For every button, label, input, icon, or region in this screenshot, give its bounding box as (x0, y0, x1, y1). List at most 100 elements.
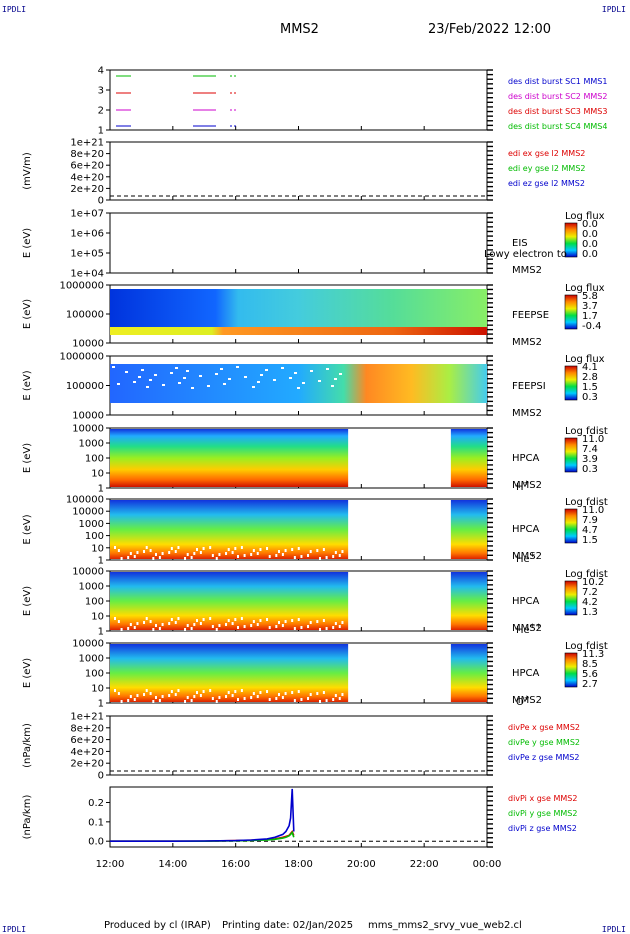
feepsi-gap (215, 373, 218, 375)
hpca_hepp-gap (300, 626, 303, 629)
hpca_o-gap (168, 694, 171, 697)
hpca_he-gap (281, 553, 284, 556)
hpca_hepp-gap (332, 626, 335, 629)
edi-legend-item: edi ey gse l2 MMS2 (508, 164, 586, 173)
hpca_hepp-gap (259, 619, 262, 622)
hpca_hepp-gap (168, 622, 171, 625)
feepsi-gap (318, 380, 321, 382)
feepsi-gap (162, 384, 165, 386)
hpca_o-colorbar-tick: 11.3 (582, 649, 604, 660)
feepsi-gap (281, 367, 284, 369)
hpca_he-gap (234, 547, 237, 550)
feepse-ytick-label: 100000 (66, 310, 104, 321)
hpca_he-gap (243, 554, 246, 557)
hpca_he-gap (117, 549, 120, 552)
time-tick-label: 14:00 (158, 859, 187, 870)
hpca_o-gap (266, 690, 269, 693)
eis-frame (109, 212, 488, 274)
hpca_he-gap (225, 552, 228, 555)
divpe-frame (109, 715, 488, 776)
hpca_he-gap (168, 551, 171, 554)
hpca_he-gap (284, 549, 287, 552)
hpca_o-gap (319, 700, 321, 703)
time-tick-label: 12:00 (96, 859, 125, 870)
hpca_he-gap (237, 555, 239, 558)
hpca_he-gap (177, 546, 180, 549)
hpca_o-gap (293, 699, 296, 702)
feepsi-colorbar-title: Log flux (565, 354, 605, 365)
hpca_o-gap (300, 698, 303, 701)
hpca_h-side-label: MMS2 (512, 480, 542, 491)
hpca_o-gap (215, 700, 218, 703)
feepsi-gap (273, 379, 276, 381)
hpca_o-side-label: MMS2 (512, 695, 542, 706)
eis-colorbar (564, 222, 578, 258)
hpca_hepp-colorbar-tick: 4.2 (582, 597, 598, 608)
hpca_hepp-gap (234, 618, 237, 621)
burst-ytick-label: 3 (98, 86, 104, 97)
hpca_he-gap (250, 553, 253, 556)
burst-legend-item: des dist burst SC3 MMS3 (508, 107, 607, 116)
feepsi-gap (186, 370, 189, 372)
hpca_h-spectrogram-b (450, 429, 487, 487)
hpca_o-gap (341, 693, 344, 696)
hpca_o-gap (202, 690, 205, 693)
hpca_o-gap (227, 691, 230, 694)
hpca_he-gap (227, 548, 230, 551)
hpca_hepp-colorbar-title: Log fdist (565, 569, 608, 580)
hpca_o-ytick-label: 1 (98, 699, 104, 710)
eis-panel: 1e+04 1e+05 1e+06 1e+07 E (eV) EIS MMS2 Log flu… (22, 209, 605, 280)
hpca_o-side-label: HPCA (512, 668, 540, 679)
hpca_hepp-gap (184, 628, 187, 631)
hpca_o-gap (158, 699, 161, 702)
hpca_hepp-gap (152, 628, 155, 631)
burst-legend-item: des dist burst SC2 MMS2 (508, 92, 607, 101)
hpca_hepp-gap (297, 618, 300, 621)
time-tick-label: 22:00 (410, 859, 439, 870)
hpca_hepp-gap (143, 621, 146, 624)
hpca_he-gap (259, 548, 262, 551)
hpca_hepp-gap (161, 623, 164, 626)
hpca_he-gap (291, 548, 294, 551)
hpca_he-species: He+ (516, 551, 536, 565)
hpca_he-colorbar (564, 508, 578, 544)
feepsi-ytick-label: 1000000 (59, 352, 104, 363)
hpca_h-ytick-label: 10 (91, 469, 104, 480)
hpca_he-gap (240, 546, 243, 549)
hpca_hepp-gap (250, 624, 253, 627)
hpca_he-gap (193, 552, 196, 555)
hpca_o-colorbar-tick: 5.6 (582, 669, 598, 680)
hpca_he-gap (325, 556, 328, 559)
hpca_hepp-gap (227, 619, 230, 622)
hpca_o-gap (177, 689, 180, 692)
hpca_o-gap (268, 698, 271, 701)
date-time: 23/Feb/2022 12:00 (428, 22, 551, 37)
hpca_o-colorbar (564, 652, 578, 688)
hpca_hepp-ytick-label: 10 (91, 612, 104, 623)
hpca_o-gap (334, 694, 337, 697)
hpca_o-colorbar-title: Log fdist (565, 641, 608, 652)
hpca_o-gap (234, 690, 237, 693)
feepsi-gap (207, 385, 210, 387)
feepsi-gap (297, 387, 300, 389)
feepsi-gap (199, 375, 202, 377)
feepsi-gap (310, 370, 313, 372)
hpca_o-gap (316, 692, 319, 695)
hpca_he-gap (127, 556, 130, 559)
feepse-colorbar-tick: 3.7 (582, 301, 598, 312)
hpca_he-gap (145, 546, 148, 549)
hpca_hepp-gap (284, 620, 287, 623)
hpca_hepp-gap (319, 628, 321, 631)
hpca_he-ytick-label: 10000 (72, 507, 104, 518)
hpca_o-panel: 1 10 100 1000 10000 E (eV) HPCA MMS2 Log fdist11… (22, 639, 608, 710)
hpca_he-gap (114, 546, 116, 549)
hpca_he-gap (332, 555, 335, 558)
divpe-legend-item: divPe y gse MMS2 (508, 738, 580, 747)
feepsi-colorbar-tick: 0.3 (582, 392, 598, 403)
hpca_he-colorbar-tick: 1.5 (582, 535, 598, 546)
hpca_he-gap (143, 550, 146, 553)
hpca_o-gap (136, 694, 139, 697)
hpca_he-ytick-label: 100 (85, 531, 104, 542)
